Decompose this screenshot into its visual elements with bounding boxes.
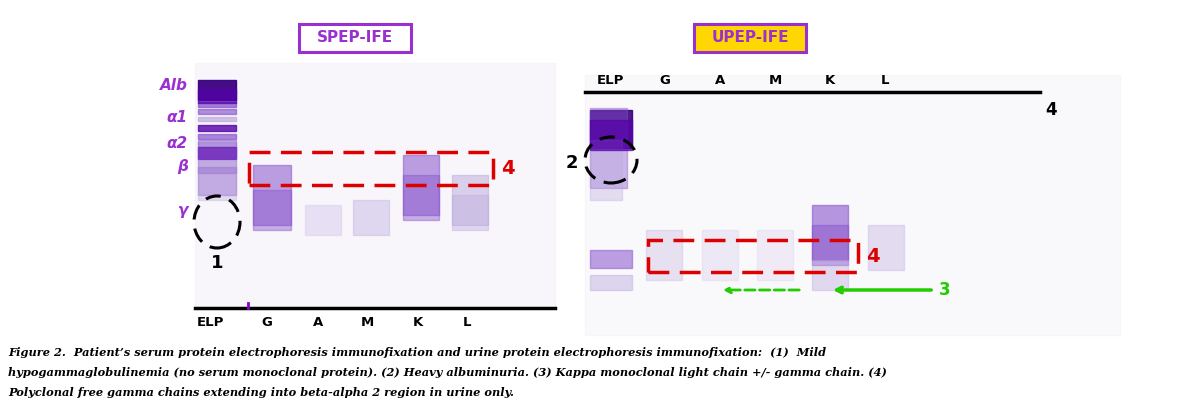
Text: L: L	[463, 316, 471, 329]
Text: L: L	[880, 73, 890, 86]
Text: 4: 4	[1045, 101, 1057, 119]
Text: 2: 2	[565, 154, 578, 172]
Bar	[452, 195, 488, 230]
Text: γ: γ	[178, 202, 188, 217]
Text: A: A	[714, 73, 725, 86]
Bar	[198, 89, 237, 103]
Text: hypogammaglobulinemia (no serum monoclonal protein). (2) Heavy albuminuria. (3) : hypogammaglobulinemia (no serum monoclon…	[8, 367, 887, 378]
Text: M: M	[360, 316, 373, 329]
Bar	[646, 230, 681, 280]
Bar	[198, 142, 237, 147]
Text: α1: α1	[167, 109, 188, 124]
Text: UPEP-IFE: UPEP-IFE	[711, 31, 789, 46]
Bar	[867, 225, 904, 270]
Text: Figure 2.  Patient’s serum protein electrophoresis immunofixation and urine prot: Figure 2. Patient’s serum protein electr…	[8, 347, 826, 357]
Bar	[253, 165, 291, 225]
Bar	[198, 102, 237, 107]
Text: K: K	[413, 316, 423, 329]
Bar	[452, 175, 488, 225]
FancyBboxPatch shape	[694, 24, 806, 52]
Bar	[198, 160, 237, 200]
Text: SPEP-IFE: SPEP-IFE	[317, 31, 393, 46]
Text: 4: 4	[501, 159, 514, 178]
Text: K: K	[825, 73, 836, 86]
FancyBboxPatch shape	[299, 24, 411, 52]
Bar	[305, 205, 341, 235]
Bar	[195, 63, 556, 308]
Bar	[253, 190, 291, 230]
Text: G: G	[261, 316, 272, 329]
Text: G: G	[659, 73, 671, 86]
Text: 4: 4	[866, 246, 879, 266]
Bar	[590, 110, 632, 148]
Bar	[198, 117, 237, 121]
Bar	[403, 175, 439, 220]
Bar	[812, 225, 847, 265]
Bar	[590, 140, 621, 200]
Bar	[353, 200, 390, 235]
Text: ELP: ELP	[197, 316, 224, 329]
Text: β: β	[177, 160, 188, 174]
Bar	[198, 109, 237, 114]
Bar	[198, 140, 237, 195]
Bar	[590, 275, 632, 290]
Bar	[590, 250, 632, 268]
Text: A: A	[313, 316, 324, 329]
Bar	[590, 108, 627, 188]
Bar	[198, 134, 237, 139]
Bar	[757, 230, 793, 280]
Text: Alb: Alb	[160, 78, 188, 93]
Bar	[198, 167, 237, 173]
Bar	[198, 80, 237, 100]
Bar	[403, 155, 439, 215]
Text: ELP: ELP	[597, 73, 624, 86]
Bar	[590, 120, 632, 150]
Text: 1: 1	[211, 254, 224, 272]
Text: α2: α2	[167, 135, 188, 150]
Text: 3: 3	[939, 281, 951, 299]
Bar	[198, 125, 237, 131]
Text: M: M	[769, 73, 782, 86]
Bar	[812, 260, 847, 290]
Bar	[812, 205, 847, 260]
Bar	[701, 230, 738, 280]
Text: Polyclonal free gamma chains extending into beta-alpha 2 region in urine only.: Polyclonal free gamma chains extending i…	[8, 386, 514, 398]
Bar	[198, 147, 237, 159]
Bar	[585, 75, 1121, 335]
